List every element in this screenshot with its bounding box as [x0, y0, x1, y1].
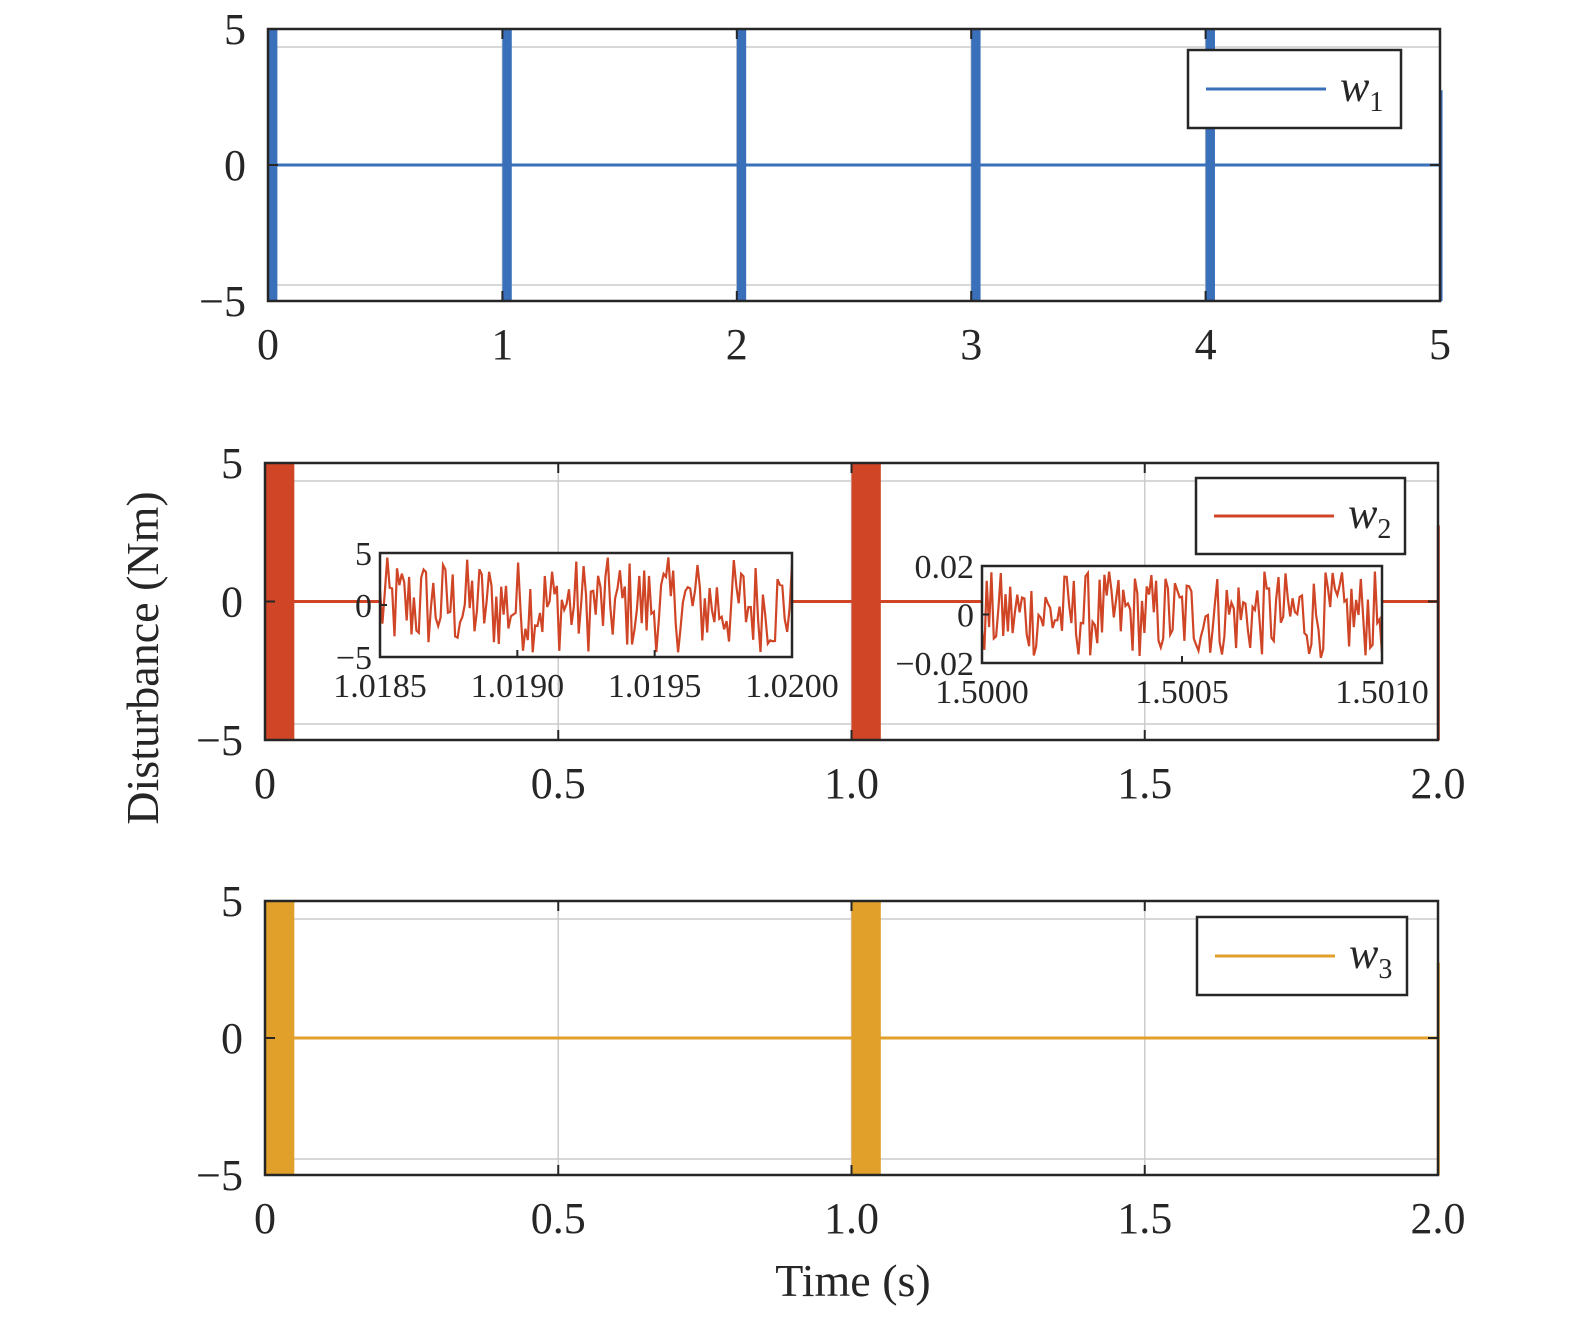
inset-y-tick-label: 5 — [355, 536, 372, 573]
x-tick-label: 2.0 — [1411, 759, 1466, 808]
inset-trace — [980, 569, 1384, 659]
y-tick-label: −5 — [199, 277, 246, 326]
legend-label: w3 — [1349, 929, 1392, 985]
x-tick-label: 0.5 — [531, 1194, 586, 1243]
x-tick-label: 0 — [254, 759, 276, 808]
x-tick-label: 1.5 — [1117, 759, 1172, 808]
inset-y-tick-label: −0.02 — [895, 646, 974, 683]
y-tick-label: −5 — [196, 716, 243, 765]
noise-burst-w1 — [971, 29, 981, 301]
legend-w1: w1 — [1186, 48, 1403, 130]
y-tick-label: 5 — [221, 439, 243, 488]
y-tick-label: 0 — [221, 1014, 243, 1063]
inset-x-tick-label: 1.0195 — [608, 668, 702, 705]
inset-x-tick-label: 1.0200 — [745, 668, 839, 705]
noise-burst-w1 — [502, 29, 512, 301]
x-tick-label: 1.0 — [824, 759, 879, 808]
inset-x-tick-label: 1.5010 — [1335, 674, 1429, 711]
x-tick-label: 1.0 — [824, 1194, 879, 1243]
x-tick-label: 2.0 — [1411, 1194, 1466, 1243]
x-axis-title: Time (s) — [775, 1255, 931, 1306]
legend-label: w1 — [1340, 62, 1383, 118]
inset-x-tick-label: 1.5005 — [1135, 674, 1229, 711]
y-tick-label: −5 — [196, 1151, 243, 1200]
x-tick-label: 0 — [254, 1194, 276, 1243]
x-tick-label: 4 — [1195, 320, 1217, 369]
legend-w2: w2 — [1194, 476, 1407, 556]
legend-label: w2 — [1348, 489, 1391, 545]
y-axis-title: Disturbance (Nm) — [117, 491, 168, 824]
y-tick-label: 5 — [224, 5, 246, 54]
inset-x-tick-label: 1.0185 — [333, 668, 427, 705]
y-tick-label: 0 — [221, 578, 243, 627]
x-tick-label: 3 — [960, 320, 982, 369]
inset-y-tick-label: 0.02 — [915, 549, 975, 586]
inset-y-tick-label: 0 — [355, 588, 372, 625]
x-tick-label: 1 — [491, 320, 513, 369]
y-tick-label: 0 — [224, 141, 246, 190]
noise-burst-w1 — [1205, 29, 1215, 301]
inset-x-tick-label: 1.5000 — [935, 674, 1029, 711]
inset-0: 1.0185 1.0190 1.0195 1.0200 −5 0 5 — [333, 536, 839, 705]
inset-y-tick-label: 0 — [957, 598, 974, 635]
x-tick-label: 0 — [257, 320, 279, 369]
y-tick-label: 5 — [221, 877, 243, 926]
x-tick-label: 5 — [1429, 320, 1451, 369]
noise-burst-w1 — [736, 29, 747, 301]
inset-y-tick-label: −5 — [336, 640, 372, 677]
x-tick-label: 2 — [726, 320, 748, 369]
inset-x-tick-label: 1.0190 — [471, 668, 565, 705]
x-tick-label: 1.5 — [1117, 1194, 1172, 1243]
noise-burst-w2 — [851, 463, 881, 740]
x-tick-label: 0.5 — [531, 759, 586, 808]
inset-1: 1.5000 1.5005 1.5010 −0.02 0 0.02 — [895, 549, 1428, 711]
noise-burst-w3 — [851, 901, 881, 1175]
legend-w3: w3 — [1195, 915, 1409, 997]
inset-trace — [378, 557, 794, 653]
